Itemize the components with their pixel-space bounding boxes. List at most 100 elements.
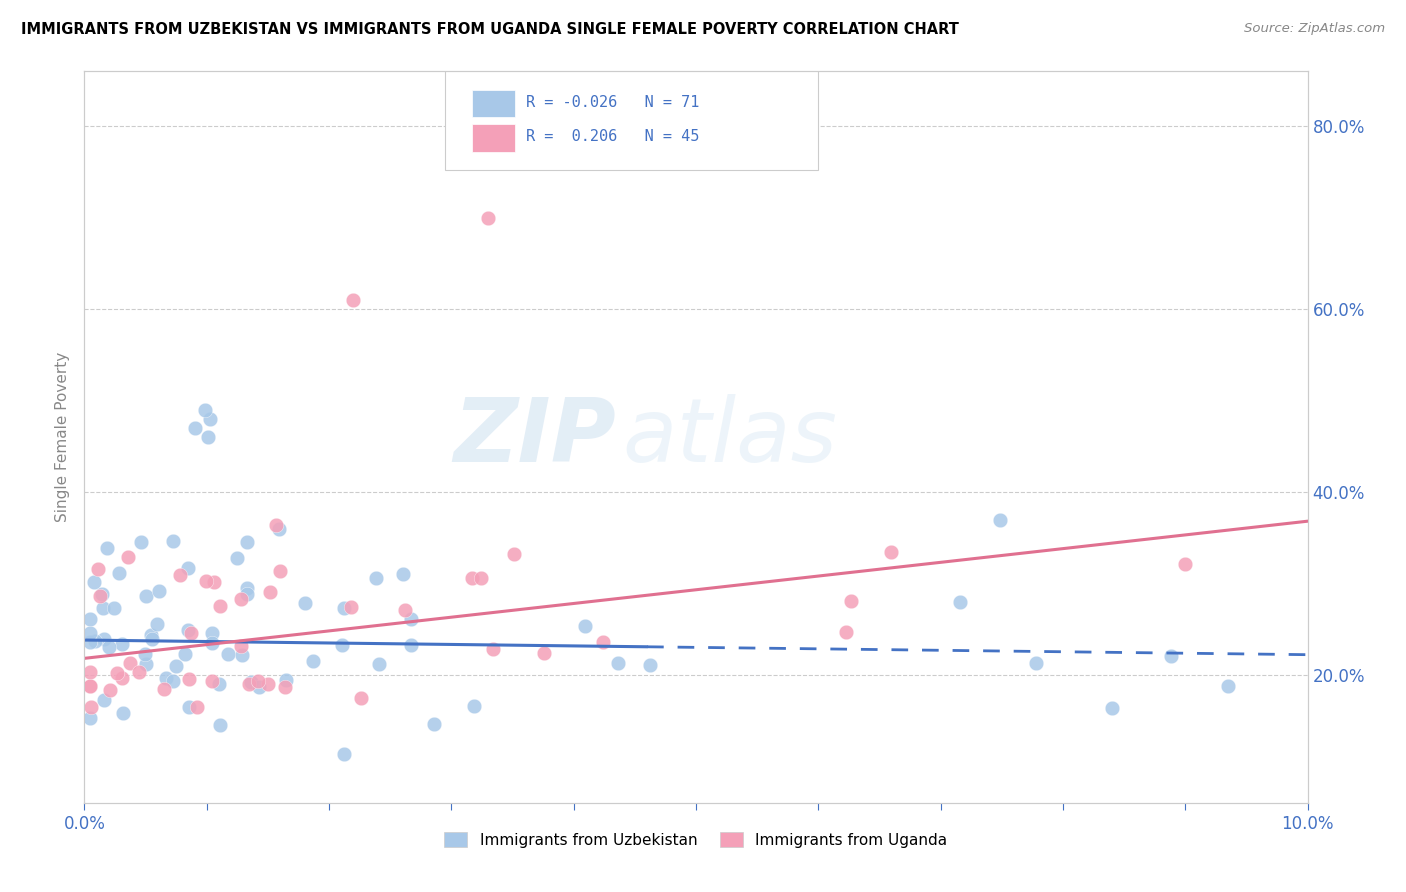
Point xyxy=(1218,679,1240,693)
Point xyxy=(162,533,184,548)
Point xyxy=(208,717,231,731)
Point xyxy=(134,647,156,661)
Point xyxy=(202,575,225,590)
Point xyxy=(368,657,391,671)
Point xyxy=(177,699,200,714)
Point xyxy=(302,654,325,668)
Y-axis label: Single Female Poverty: Single Female Poverty xyxy=(55,352,70,522)
Point xyxy=(97,640,120,654)
Point xyxy=(948,595,970,609)
Point xyxy=(1160,648,1182,663)
Point xyxy=(103,601,125,615)
Point xyxy=(229,640,252,654)
Point xyxy=(988,513,1011,527)
Point xyxy=(640,657,662,672)
Point xyxy=(1101,700,1123,714)
Point xyxy=(100,682,122,697)
Point xyxy=(135,657,157,671)
Point xyxy=(294,596,316,610)
Point xyxy=(463,698,485,713)
Point xyxy=(391,566,413,581)
Point xyxy=(364,571,387,585)
Point xyxy=(89,589,111,603)
Point xyxy=(117,549,139,564)
Point xyxy=(236,587,259,601)
Point xyxy=(96,541,118,555)
Point xyxy=(269,564,291,578)
Point xyxy=(333,600,356,615)
Point xyxy=(607,656,630,670)
Point xyxy=(333,747,356,761)
Point xyxy=(83,574,105,589)
Legend: Immigrants from Uzbekistan, Immigrants from Uganda: Immigrants from Uzbekistan, Immigrants f… xyxy=(439,825,953,854)
Point xyxy=(229,591,252,606)
Point xyxy=(93,693,115,707)
Point xyxy=(839,594,862,608)
Point xyxy=(477,211,499,225)
Text: ZIP: ZIP xyxy=(454,393,616,481)
Point xyxy=(152,681,174,696)
Text: Source: ZipAtlas.com: Source: ZipAtlas.com xyxy=(1244,22,1385,36)
Point xyxy=(135,589,157,603)
Point xyxy=(401,612,423,626)
Point xyxy=(342,293,364,307)
Point xyxy=(247,681,270,695)
FancyBboxPatch shape xyxy=(472,89,515,118)
Text: atlas: atlas xyxy=(623,394,838,480)
Point xyxy=(423,717,446,731)
Point xyxy=(461,571,484,585)
Point xyxy=(79,635,101,649)
Point xyxy=(79,679,101,693)
Point xyxy=(186,699,208,714)
Point xyxy=(257,677,280,691)
Point xyxy=(184,421,207,435)
Point xyxy=(79,699,101,714)
Point xyxy=(79,711,101,725)
Point xyxy=(148,584,170,599)
Text: R = -0.026   N = 71: R = -0.026 N = 71 xyxy=(526,95,699,110)
Point xyxy=(231,648,253,662)
Point xyxy=(79,612,101,626)
Point xyxy=(274,680,297,694)
Point xyxy=(165,659,187,673)
Point xyxy=(394,603,416,617)
Point xyxy=(1025,656,1047,670)
Point xyxy=(108,566,131,581)
Point xyxy=(111,671,134,685)
Point xyxy=(174,648,197,662)
Point xyxy=(264,518,287,533)
Point xyxy=(162,673,184,688)
Point xyxy=(120,657,142,671)
Point xyxy=(197,430,219,444)
Point xyxy=(201,635,224,649)
Point xyxy=(177,560,200,574)
Point xyxy=(238,676,260,690)
Point xyxy=(79,625,101,640)
Point xyxy=(350,691,373,706)
Point xyxy=(274,673,297,687)
Point xyxy=(482,642,505,657)
Point xyxy=(201,673,224,688)
Point xyxy=(141,632,163,647)
Point xyxy=(208,677,231,691)
Point xyxy=(217,647,239,661)
Point xyxy=(93,632,115,646)
Point xyxy=(194,402,217,417)
Text: R =  0.206   N = 45: R = 0.206 N = 45 xyxy=(526,129,699,144)
Point xyxy=(880,545,903,559)
Point xyxy=(195,574,218,588)
Point xyxy=(592,634,614,648)
Text: IMMIGRANTS FROM UZBEKISTAN VS IMMIGRANTS FROM UGANDA SINGLE FEMALE POVERTY CORRE: IMMIGRANTS FROM UZBEKISTAN VS IMMIGRANTS… xyxy=(21,22,959,37)
Point xyxy=(105,666,128,681)
Point xyxy=(177,672,200,686)
Point xyxy=(226,551,249,566)
Point xyxy=(180,626,202,640)
Point xyxy=(91,601,114,615)
Point xyxy=(177,623,200,637)
Point xyxy=(502,547,524,561)
Point xyxy=(87,561,110,575)
Point xyxy=(146,616,169,631)
Point xyxy=(574,619,596,633)
Point xyxy=(139,628,162,642)
Point xyxy=(110,637,132,651)
